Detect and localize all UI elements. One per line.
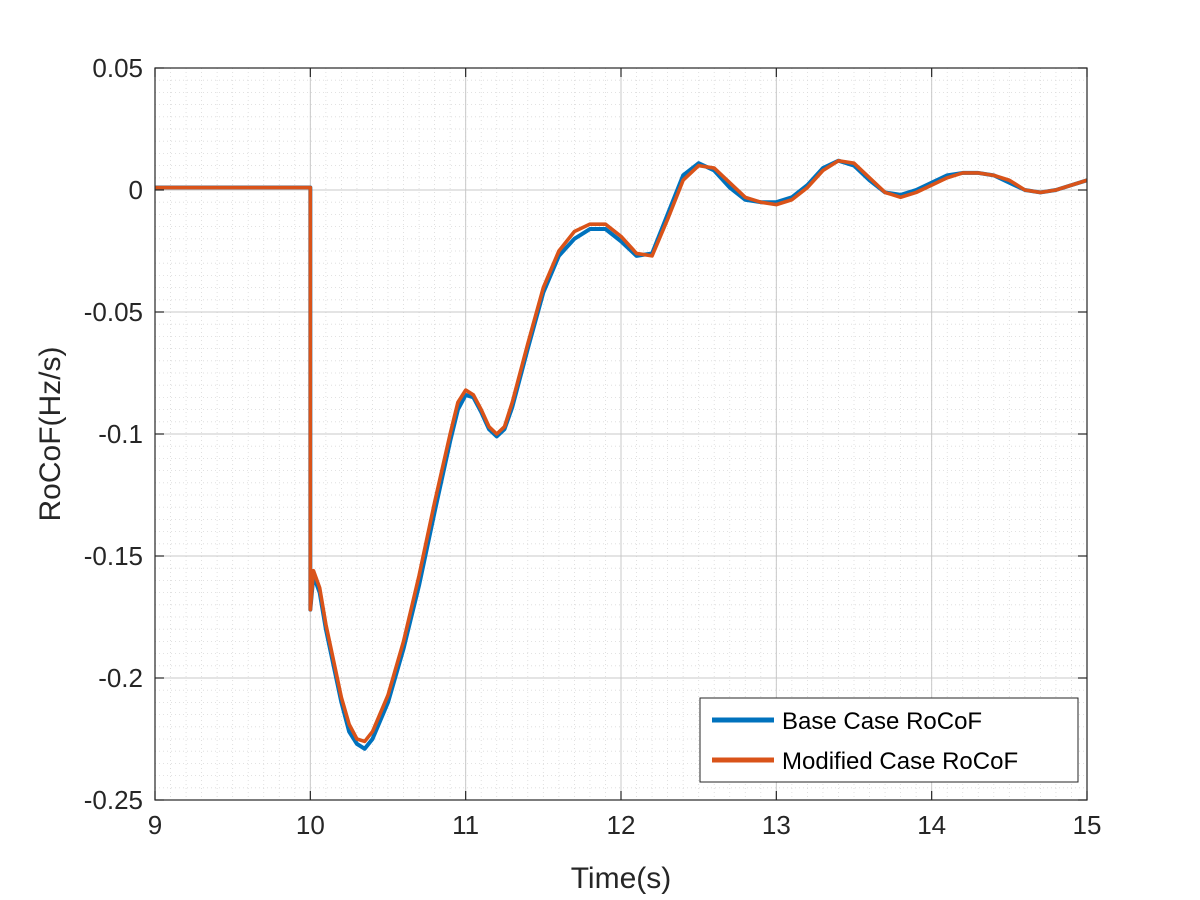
x-tick-label: 13 <box>762 810 791 840</box>
y-tick-label: -0.05 <box>84 297 143 327</box>
legend-label-modified-case: Modified Case RoCoF <box>782 748 1018 775</box>
y-tick-label: 0 <box>129 175 143 205</box>
series-layer <box>155 158 1087 751</box>
x-tick-label: 12 <box>607 810 636 840</box>
x-axis-ticks: 9 10 11 12 13 14 15 <box>148 68 1102 840</box>
legend: Base Case RoCoF Modified Case RoCoF <box>699 697 1079 783</box>
x-tick-label: 10 <box>296 810 325 840</box>
series-line-modified-case <box>155 158 1087 744</box>
y-axis-label: RoCoF(Hz/s) <box>34 346 67 521</box>
y-tick-label: -0.1 <box>98 419 143 449</box>
y-axis-ticks: 0.05 0 -0.05 -0.1 -0.15 -0.2 -0.25 <box>84 53 1087 815</box>
series-line-base-case <box>155 158 1087 751</box>
y-tick-label: -0.15 <box>84 541 143 571</box>
y-tick-label: 0.05 <box>92 53 143 83</box>
legend-box <box>699 697 1079 783</box>
x-tick-label: 9 <box>148 810 162 840</box>
x-axis-label: Time(s) <box>571 862 672 895</box>
x-tick-label: 14 <box>917 810 946 840</box>
legend-label-base-case: Base Case RoCoF <box>782 708 982 735</box>
x-tick-label: 15 <box>1073 810 1102 840</box>
y-tick-label: -0.25 <box>84 785 143 815</box>
y-tick-label: -0.2 <box>98 663 143 693</box>
x-tick-label: 11 <box>452 810 479 840</box>
